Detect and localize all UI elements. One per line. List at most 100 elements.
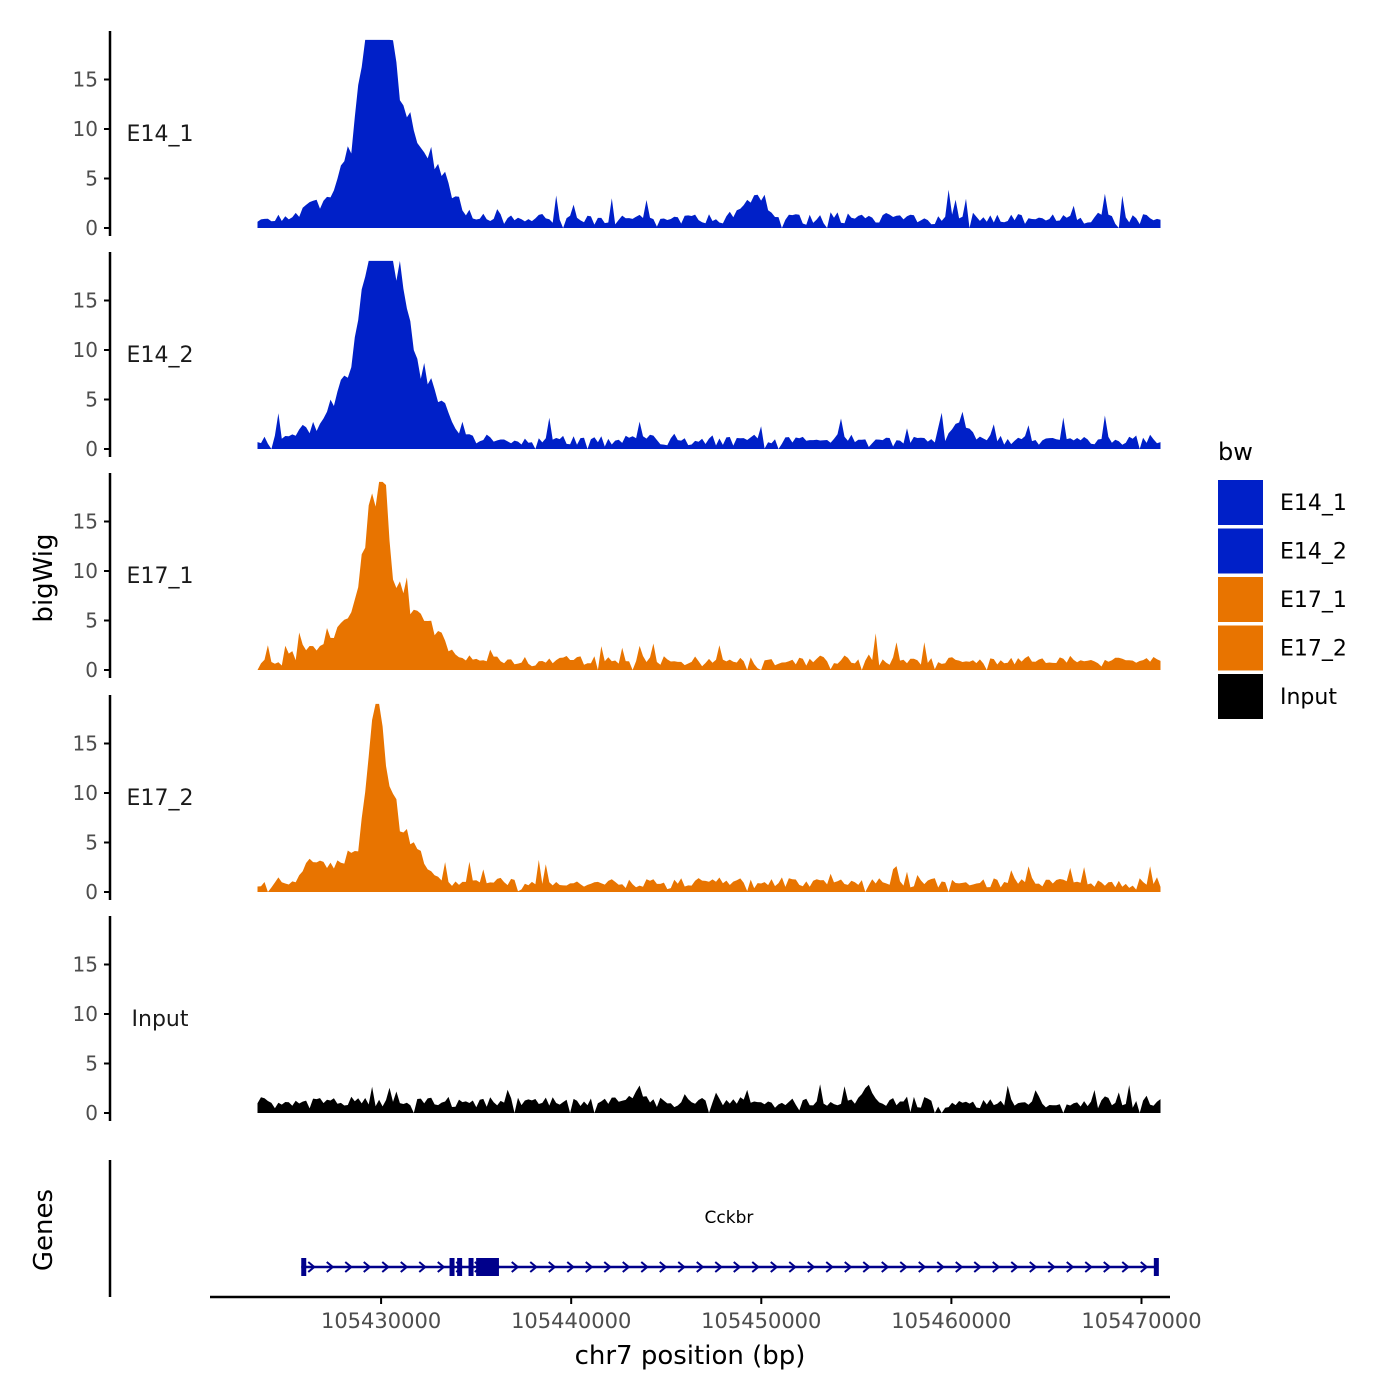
y-tick-label: 0 — [85, 1101, 98, 1125]
y-tick-label: 5 — [85, 388, 98, 412]
x-tick-label: 105450000 — [701, 1309, 821, 1333]
strand-arrow — [326, 1261, 335, 1273]
y-tick-label: 15 — [73, 289, 98, 313]
strand-arrow — [400, 1261, 409, 1273]
gene-exon — [449, 1258, 455, 1276]
strand-arrow — [714, 1261, 723, 1273]
strand-arrow — [770, 1261, 779, 1273]
y-tick-label: 0 — [85, 437, 98, 461]
legend-key-E17_2 — [1218, 625, 1263, 671]
legend-label: E14_2 — [1280, 540, 1347, 565]
legend-title: bw — [1218, 438, 1253, 466]
strand-arrow — [881, 1261, 890, 1273]
strand-arrow — [1140, 1261, 1149, 1273]
legend-label: Input — [1280, 685, 1337, 710]
strand-arrow — [659, 1261, 668, 1273]
strand-arrow — [1084, 1261, 1093, 1273]
y-tick-label: 5 — [85, 831, 98, 855]
strand-arrow — [807, 1261, 816, 1273]
legend-key-E14_2 — [1218, 528, 1263, 574]
strand-arrow — [899, 1261, 908, 1273]
strand-arrow — [1010, 1261, 1019, 1273]
y-tick-label: 15 — [73, 510, 98, 534]
track-panel-E17_1: 0 5 10 15 E17_1 — [73, 473, 1161, 682]
strand-arrow — [825, 1261, 834, 1273]
y-tick-label: 15 — [73, 68, 98, 92]
strand-arrow — [307, 1261, 316, 1273]
legend: bw E14_1 E14_2 E17_1 E17_2 Input — [1218, 438, 1347, 719]
y-axis-title: bigWig — [29, 533, 59, 622]
track-label: Input — [132, 1007, 189, 1032]
gene-exon — [1153, 1258, 1159, 1276]
strand-arrow — [1047, 1261, 1056, 1273]
strand-arrow — [751, 1261, 760, 1273]
gene-exon — [457, 1258, 463, 1276]
gene-exon — [476, 1258, 499, 1276]
strand-arrow — [862, 1261, 871, 1273]
tracks-layer: 0 5 10 15 E14_1 0 5 10 15 E14_2 0 5 10 15 E17_1 0 5 10 15 E… — [73, 31, 1161, 1125]
y-tick-label: 0 — [85, 658, 98, 682]
strand-arrow — [437, 1261, 446, 1273]
strand-arrow — [622, 1261, 631, 1273]
strand-arrow — [918, 1261, 927, 1273]
strand-arrow — [603, 1261, 612, 1273]
track-label: E14_2 — [127, 343, 194, 368]
legend-key-E17_1 — [1218, 577, 1263, 622]
y-tick-label: 10 — [73, 781, 98, 805]
legend-label: E17_1 — [1280, 588, 1347, 613]
track-label: E17_2 — [127, 786, 194, 811]
strand-arrow — [548, 1261, 557, 1273]
gene-exon — [301, 1258, 307, 1276]
strand-arrow — [844, 1261, 853, 1273]
y-tick-label: 15 — [73, 953, 98, 977]
genes-axis-title: Genes — [29, 1189, 59, 1271]
x-tick-label: 105460000 — [891, 1309, 1011, 1333]
y-tick-label: 10 — [73, 559, 98, 583]
y-tick-label: 10 — [73, 338, 98, 362]
strand-arrow — [1103, 1261, 1112, 1273]
y-tick-label: 5 — [85, 1052, 98, 1076]
track-label: E14_1 — [127, 122, 194, 147]
x-tick-label: 105430000 — [321, 1309, 441, 1333]
track-panel-E14_2: 0 5 10 15 E14_2 — [73, 252, 1161, 461]
strand-arrow — [955, 1261, 964, 1273]
legend-label: E14_1 — [1280, 491, 1347, 516]
legend-key-E14_1 — [1218, 480, 1263, 525]
y-tick-label: 10 — [73, 1002, 98, 1026]
strand-arrow — [529, 1261, 538, 1273]
gene-name-label: Cckbr — [705, 1208, 754, 1228]
strand-arrow — [566, 1261, 575, 1273]
x-tick-label: 105440000 — [511, 1309, 631, 1333]
coverage-area-E17_2 — [257, 703, 1161, 892]
x-axis: 105430000 105440000 105450000 105460000 1054… — [210, 1295, 1202, 1333]
coverage-area-Input — [257, 1084, 1161, 1113]
strand-arrow — [344, 1261, 353, 1273]
gene-exon — [468, 1258, 474, 1276]
strand-arrow — [511, 1261, 520, 1273]
strand-arrow — [1066, 1261, 1075, 1273]
x-axis-title: chr7 position (bp) — [575, 1341, 806, 1371]
y-tick-label: 5 — [85, 167, 98, 191]
strand-arrow — [677, 1261, 686, 1273]
coverage-area-E17_1 — [257, 481, 1161, 670]
strand-arrow — [1029, 1261, 1038, 1273]
strand-arrow — [418, 1261, 427, 1273]
strand-arrow — [788, 1261, 797, 1273]
strand-arrow — [696, 1261, 705, 1273]
strand-arrow — [992, 1261, 1001, 1273]
coverage-area-E14_2 — [257, 260, 1161, 449]
strand-arrow — [733, 1261, 742, 1273]
legend-key-Input — [1218, 674, 1263, 719]
y-tick-label: 5 — [85, 609, 98, 633]
strand-arrow — [640, 1261, 649, 1273]
x-tick-label: 105470000 — [1081, 1309, 1201, 1333]
gene-track: Cckbr — [108, 1160, 1159, 1297]
strand-arrow — [1121, 1261, 1130, 1273]
track-panel-Input: 0 5 10 15 Input — [73, 916, 1161, 1125]
strand-arrow — [363, 1261, 372, 1273]
strand-arrow — [381, 1261, 390, 1273]
strand-arrow — [936, 1261, 945, 1273]
coverage-area-E14_1 — [257, 39, 1161, 229]
track-panel-E17_2: 0 5 10 15 E17_2 — [73, 695, 1161, 904]
